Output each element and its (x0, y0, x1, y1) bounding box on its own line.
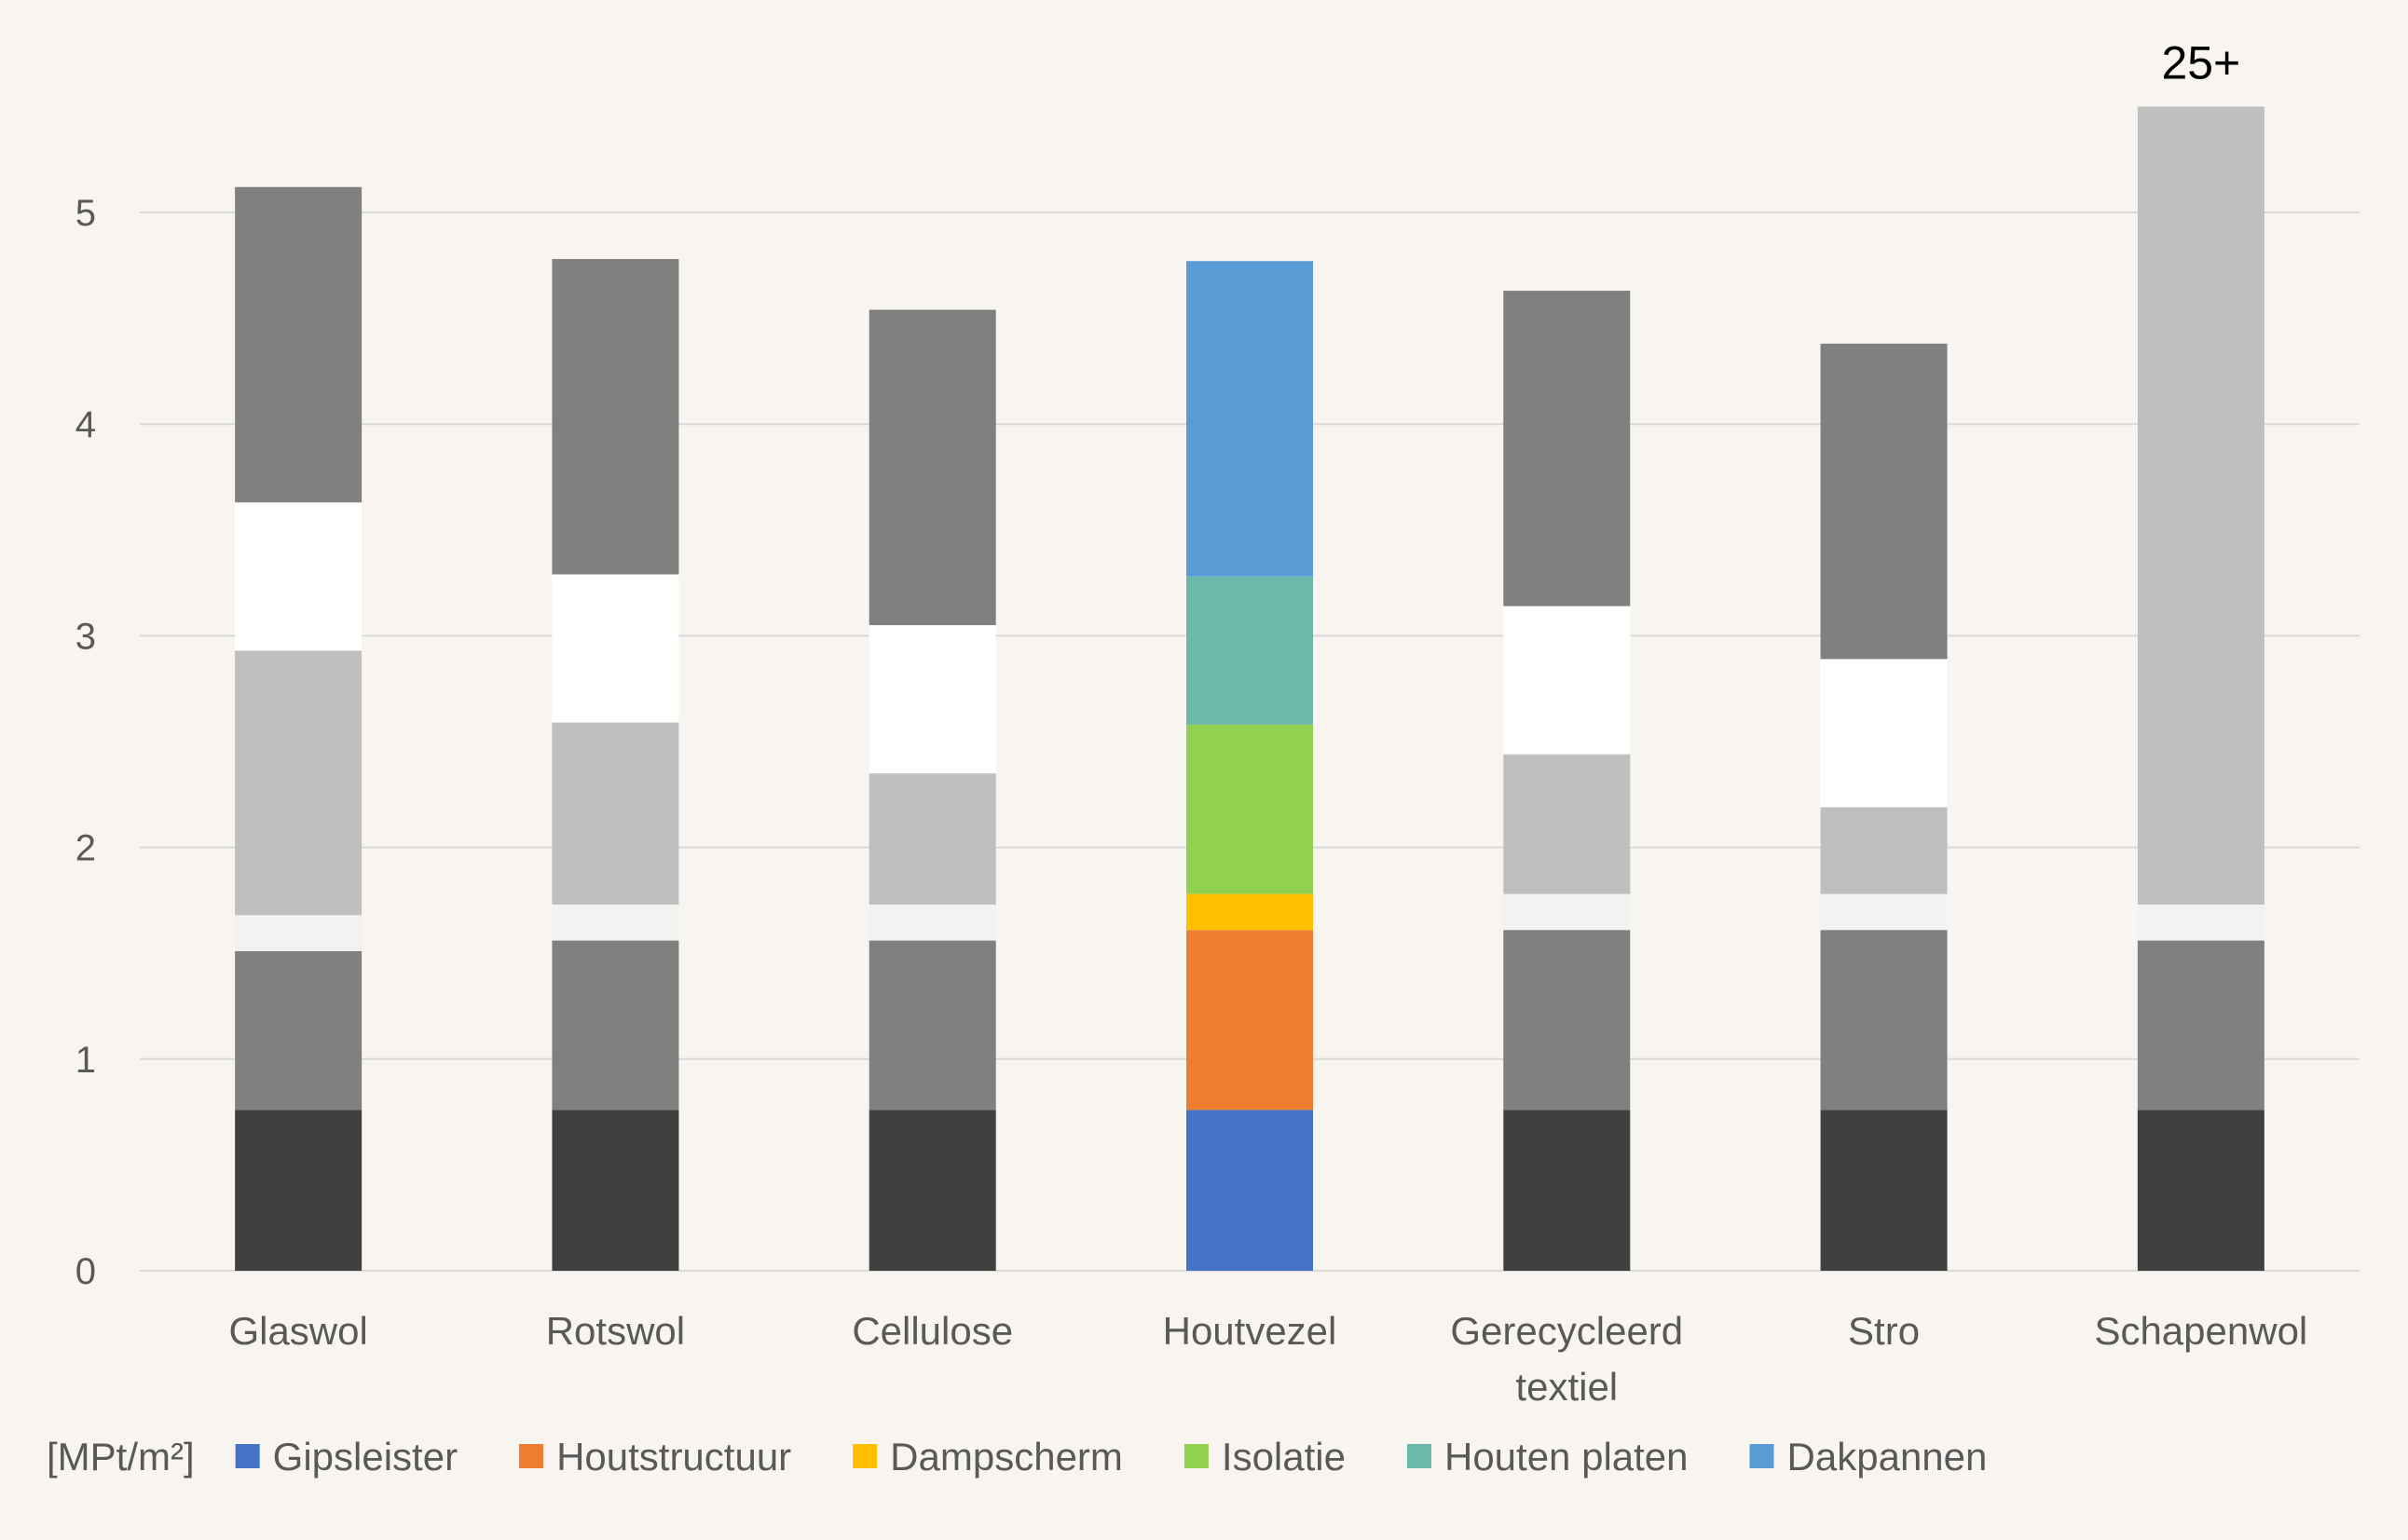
y-tick-label: 1 (75, 1040, 96, 1081)
legend-swatch (1749, 1444, 1774, 1468)
bar-segment-gipsleister (235, 1110, 363, 1271)
legend-swatch (235, 1444, 260, 1468)
bar-segment-isolatie (235, 650, 363, 916)
legend-label: Isolatie (1222, 1435, 1346, 1479)
bar-segment-isolatie (2137, 106, 2264, 905)
y-tick-label: 4 (75, 404, 96, 445)
bar-segment-isolatie (1503, 754, 1631, 894)
data-label: 25+ (2161, 36, 2240, 89)
legend-swatch (1406, 1444, 1431, 1468)
bar-segment-isolatie (1820, 807, 1948, 894)
y-tick-label: 2 (75, 828, 96, 869)
bar-segment-gipsleister (1820, 1110, 1948, 1271)
bar-segment-dampscherm (1820, 893, 1948, 931)
bar-segment-dampscherm (1186, 893, 1313, 931)
legend-swatch (1183, 1444, 1209, 1468)
x-tick-label: Glaswol (228, 1309, 367, 1353)
x-tick-label: Rotswol (546, 1309, 685, 1353)
bar-segment-gipsleister (552, 1110, 679, 1271)
bar-segment-gipsleister (1503, 1110, 1631, 1271)
bar-segment-dakpannen (235, 186, 363, 503)
bar-segment-houten-platen (1503, 606, 1631, 755)
legend-item: Houtstructuur (519, 1435, 791, 1479)
x-tick-label: Stro (1848, 1309, 1920, 1353)
bar-segment-dakpannen (1503, 291, 1631, 606)
annotations: 25+ (2161, 36, 2240, 89)
legend-item: Houten platen (1406, 1435, 1689, 1479)
bar-segment-gipsleister (1186, 1110, 1313, 1271)
y-axis: 0 1 2 3 4 5 (75, 193, 96, 1292)
x-tick-label: Gerecycleerd textiel (1450, 1309, 1683, 1409)
bar-segment-dampscherm (552, 904, 679, 941)
bar-segment-houtstructuur (869, 940, 996, 1111)
y-tick-label: 0 (75, 1251, 96, 1292)
bar-segment-dampscherm (1503, 893, 1631, 931)
x-tick-label: Cellulose (852, 1309, 1013, 1353)
bar-segment-dampscherm (869, 904, 996, 941)
bar-segment-dampscherm (2137, 904, 2264, 941)
bar-segment-houten-platen (1820, 659, 1948, 808)
legend-item: Isolatie (1183, 1435, 1346, 1479)
y-tick-label: 5 (75, 193, 96, 234)
bar-segment-houtstructuur (1186, 930, 1313, 1111)
y-tick-label: 3 (75, 616, 96, 657)
bar-segment-dakpannen (552, 258, 679, 575)
legend-item: Dampscherm (853, 1435, 1123, 1479)
legend-label: Gipsleister (273, 1435, 458, 1479)
bar-segment-houten-platen (1186, 576, 1313, 725)
legend-label: Dakpannen (1787, 1435, 1988, 1479)
bar-segment-houten-platen (869, 625, 996, 774)
bar-segment-dakpannen (869, 309, 996, 626)
bar-segment-houtstructuur (1820, 930, 1948, 1111)
bar-segment-houten-platen (235, 502, 363, 651)
bar-segment-dakpannen (1820, 343, 1948, 660)
bar-segment-houten-platen (552, 574, 679, 723)
unit-label: [MPt/m²] (47, 1435, 195, 1479)
bar-segment-dakpannen (1186, 261, 1313, 577)
bar-segment-houtstructuur (552, 940, 679, 1111)
bar-segment-isolatie (552, 722, 679, 905)
bar-segment-isolatie (869, 773, 996, 905)
legend-item: Dakpannen (1749, 1435, 1988, 1479)
bar-stacks (235, 106, 2264, 1271)
legend-item: Gipsleister (235, 1435, 458, 1479)
bar-segment-houtstructuur (2137, 940, 2264, 1111)
x-axis: Glaswol Rotswol Cellulose Houtvezel Gerecycl… (228, 1309, 2307, 1409)
x-tick-label: Schapenwol (2094, 1309, 2307, 1353)
legend: [MPt/m²] Gipsleister Houtstructuur Dampsch… (47, 1435, 1987, 1479)
bar-segment-isolatie (1186, 724, 1313, 894)
legend-swatch (853, 1444, 878, 1468)
bar-segment-houtstructuur (235, 950, 363, 1111)
bar-segment-gipsleister (869, 1110, 996, 1271)
legend-label: Dampscherm (890, 1435, 1123, 1479)
legend-label: Houten platen (1444, 1435, 1689, 1479)
bar-segment-gipsleister (2137, 1110, 2264, 1271)
bar-segment-houtstructuur (1503, 930, 1631, 1111)
legend-swatch (519, 1444, 544, 1468)
legend-label: Houtstructuur (556, 1435, 791, 1479)
bar-segment-dampscherm (235, 915, 363, 951)
x-tick-label: Houtvezel (1163, 1309, 1337, 1353)
